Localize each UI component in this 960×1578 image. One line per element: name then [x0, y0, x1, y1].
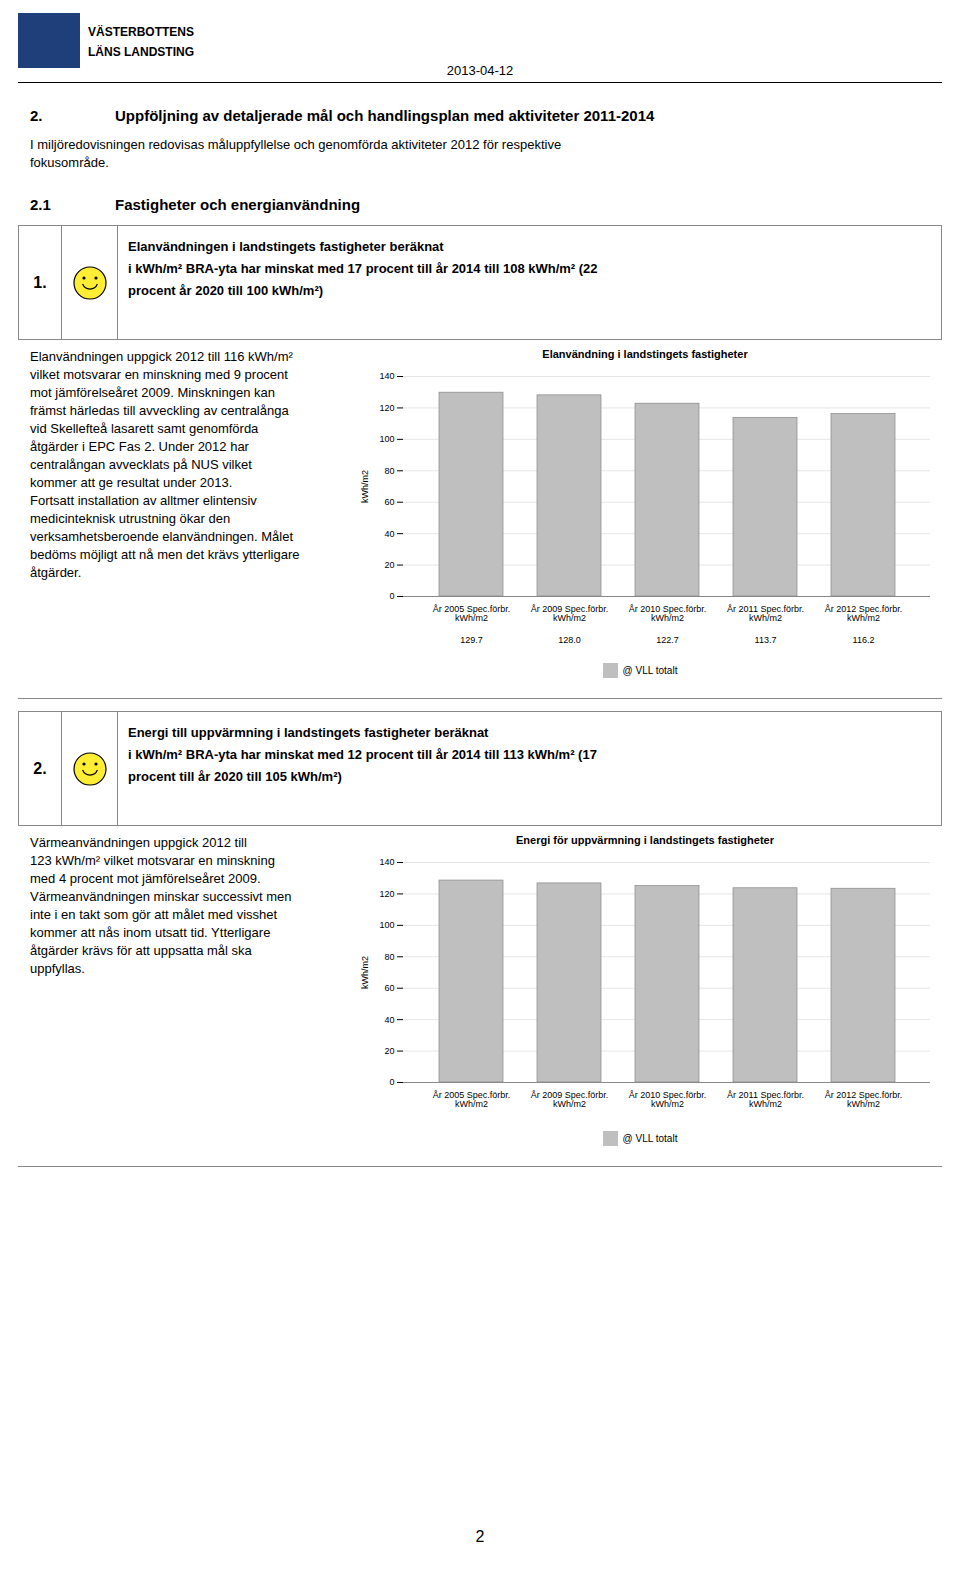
svg-text:40: 40: [384, 529, 394, 539]
svg-text:0: 0: [389, 1077, 394, 1087]
svg-text:År 2011 Spec.förbr.kWh/m2: År 2011 Spec.förbr.kWh/m2: [727, 604, 804, 623]
svg-text:40: 40: [384, 1015, 394, 1025]
svg-text:80: 80: [384, 952, 394, 962]
svg-text:60: 60: [384, 497, 394, 507]
svg-text:År 2009 Spec.förbr.kWh/m2: År 2009 Spec.förbr.kWh/m2: [531, 1090, 609, 1109]
svg-text:År 2010 Spec.förbr.kWh/m2: År 2010 Spec.förbr.kWh/m2: [629, 1090, 707, 1109]
html-text:I miljöredovisningen redovisas: I miljöredovisningen redovisas måluppfyl…: [30, 137, 562, 152]
svg-text:År 2012 Spec.förbr.kWh/m2: År 2012 Spec.förbr.kWh/m2: [825, 604, 903, 623]
svg-text:140: 140: [379, 857, 394, 867]
html-text:kommer att nås inom utsatt tid: kommer att nås inom utsatt tid. Ytterlig…: [30, 925, 271, 940]
html-text:2.: 2.: [33, 759, 47, 777]
html-text:centralångan avvecklats på NUS: centralångan avvecklats på NUS vilket: [30, 457, 252, 472]
svg-text:122.7: 122.7: [656, 635, 679, 645]
svg-text:60: 60: [384, 983, 394, 993]
svg-text:120: 120: [379, 889, 394, 899]
html-text:vilket motsvarar en minskning: vilket motsvarar en minskning med 9 proc…: [30, 367, 288, 382]
svg-text:100: 100: [379, 434, 394, 444]
html-text:åtgärder i EPC Fas 2. Under 20: åtgärder i EPC Fas 2. Under 2012 har: [30, 439, 249, 454]
svg-text:116.2: 116.2: [853, 635, 875, 645]
html-text:bedöms möjligt att nå men det: bedöms möjligt att nå men det krävs ytte…: [30, 547, 300, 562]
html-text:2.: 2.: [30, 107, 43, 124]
svg-text:År 2005 Spec.förbr.kWh/m2: År 2005 Spec.förbr.kWh/m2: [433, 1090, 511, 1109]
svg-text:120: 120: [379, 403, 394, 413]
html-text:2: 2: [475, 1528, 485, 1545]
html-text:Elanvändningen uppgick 2012 ti: Elanvändningen uppgick 2012 till 116 kWh…: [30, 349, 293, 364]
html-text:verksamhetsberoende elanvändni: verksamhetsberoende elanvändningen. Måle…: [30, 529, 294, 544]
html-text:inte i en takt som gör att mål: inte i en takt som gör att målet med vis…: [30, 907, 278, 922]
html-text:123 kWh/m² vilket motsvarar en: 123 kWh/m² vilket motsvarar en minskning: [30, 853, 275, 868]
html-text:i kWh/m² BRA-yta har minskat m: i kWh/m² BRA-yta har minskat med 17 proc…: [128, 261, 598, 276]
html-text:i kWh/m² BRA-yta har minskat m: i kWh/m² BRA-yta har minskat med 12 proc…: [128, 747, 597, 762]
html-text:1.: 1.: [33, 273, 47, 291]
svg-text:20: 20: [384, 1046, 394, 1056]
svg-text:80: 80: [384, 466, 394, 476]
html-text:@ VLL totalt: @ VLL totalt: [622, 1133, 678, 1144]
svg-text:128.0: 128.0: [558, 635, 581, 645]
svg-text:År 2010 Spec.förbr.kWh/m2: År 2010 Spec.förbr.kWh/m2: [629, 604, 707, 623]
svg-text:År 2011 Spec.förbr.kWh/m2: År 2011 Spec.förbr.kWh/m2: [727, 1090, 804, 1109]
html-text:2.1: 2.1: [30, 196, 51, 213]
html-text:@ VLL totalt: @ VLL totalt: [622, 665, 678, 676]
html-text:Värmeanvändningen uppgick 2012: Värmeanvändningen uppgick 2012 till: [30, 835, 247, 850]
html-text:Uppföljning av detaljerade mål: Uppföljning av detaljerade mål och handl…: [115, 107, 655, 124]
html-text:vid Skellefteå lasarett samt g: vid Skellefteå lasarett samt genomförda: [30, 421, 259, 436]
html-text:LÄNS LANDSTING: LÄNS LANDSTING: [88, 45, 194, 59]
html-text:åtgärder krävs för att uppsatt: åtgärder krävs för att uppsatta mål ska: [30, 943, 252, 958]
svg-text:År 2009 Spec.förbr.kWh/m2: År 2009 Spec.förbr.kWh/m2: [531, 604, 609, 623]
svg-text:100: 100: [379, 920, 394, 930]
html-text:Energi till uppvärmning i land: Energi till uppvärmning i landstingets f…: [128, 725, 489, 740]
svg-text:129.7: 129.7: [460, 635, 483, 645]
html-text:procent år 2020 till 100 kWh/m: procent år 2020 till 100 kWh/m²): [128, 283, 324, 298]
svg-text:År 2005 Spec.förbr.kWh/m2: År 2005 Spec.förbr.kWh/m2: [433, 604, 511, 623]
html-text:2013-04-12: 2013-04-12: [446, 63, 514, 78]
html-text:VÄSTERBOTTENS: VÄSTERBOTTENS: [88, 25, 194, 39]
html-text:medicinteknisk utrustning ökar: medicinteknisk utrustning ökar den: [30, 511, 231, 526]
svg-text:kWh/m2: kWh/m2: [360, 956, 370, 989]
html-text:mot jämförelseåret 2009. Minsk: mot jämförelseåret 2009. Minskningen kan: [30, 385, 275, 400]
html-text:Elanvändning i landstingets fa: Elanvändning i landstingets fastigheter: [542, 348, 748, 360]
html-text:åtgärder.: åtgärder.: [30, 565, 82, 580]
svg-text:113.7: 113.7: [755, 635, 777, 645]
html-text:kommer att ge resultat under 2: kommer att ge resultat under 2013.: [30, 475, 233, 490]
html-text:Fastigheter och energianvändni: Fastigheter och energianvändning: [115, 196, 360, 213]
html-text:främst härledas till avvecklin: främst härledas till avveckling av centr…: [30, 403, 289, 418]
svg-text:kWh/m2: kWh/m2: [360, 470, 370, 503]
html-text:uppfyllas.: uppfyllas.: [30, 961, 85, 976]
html-text:fokusområde.: fokusområde.: [30, 155, 109, 170]
html-text:Elanvändningen i landstingets: Elanvändningen i landstingets fastighete…: [128, 239, 444, 254]
svg-text:20: 20: [384, 560, 394, 570]
svg-text:År 2012 Spec.förbr.kWh/m2: År 2012 Spec.förbr.kWh/m2: [825, 1090, 903, 1109]
html-text:procent till år 2020 till 105: procent till år 2020 till 105 kWh/m²): [128, 769, 342, 784]
svg-text:140: 140: [379, 371, 394, 381]
svg-text:0: 0: [389, 591, 394, 601]
html-text:Värmeanvändningen minskar succ: Värmeanvändningen minskar successivt men: [30, 889, 292, 904]
html-text:med 4 procent mot jämförelseår: med 4 procent mot jämförelseåret 2009.: [30, 871, 261, 886]
html-text:Energi för uppvärmning i lands: Energi för uppvärmning i landstingets fa…: [516, 834, 774, 846]
html-text:Fortsatt installation av alltm: Fortsatt installation av alltmer elinten…: [30, 493, 257, 508]
